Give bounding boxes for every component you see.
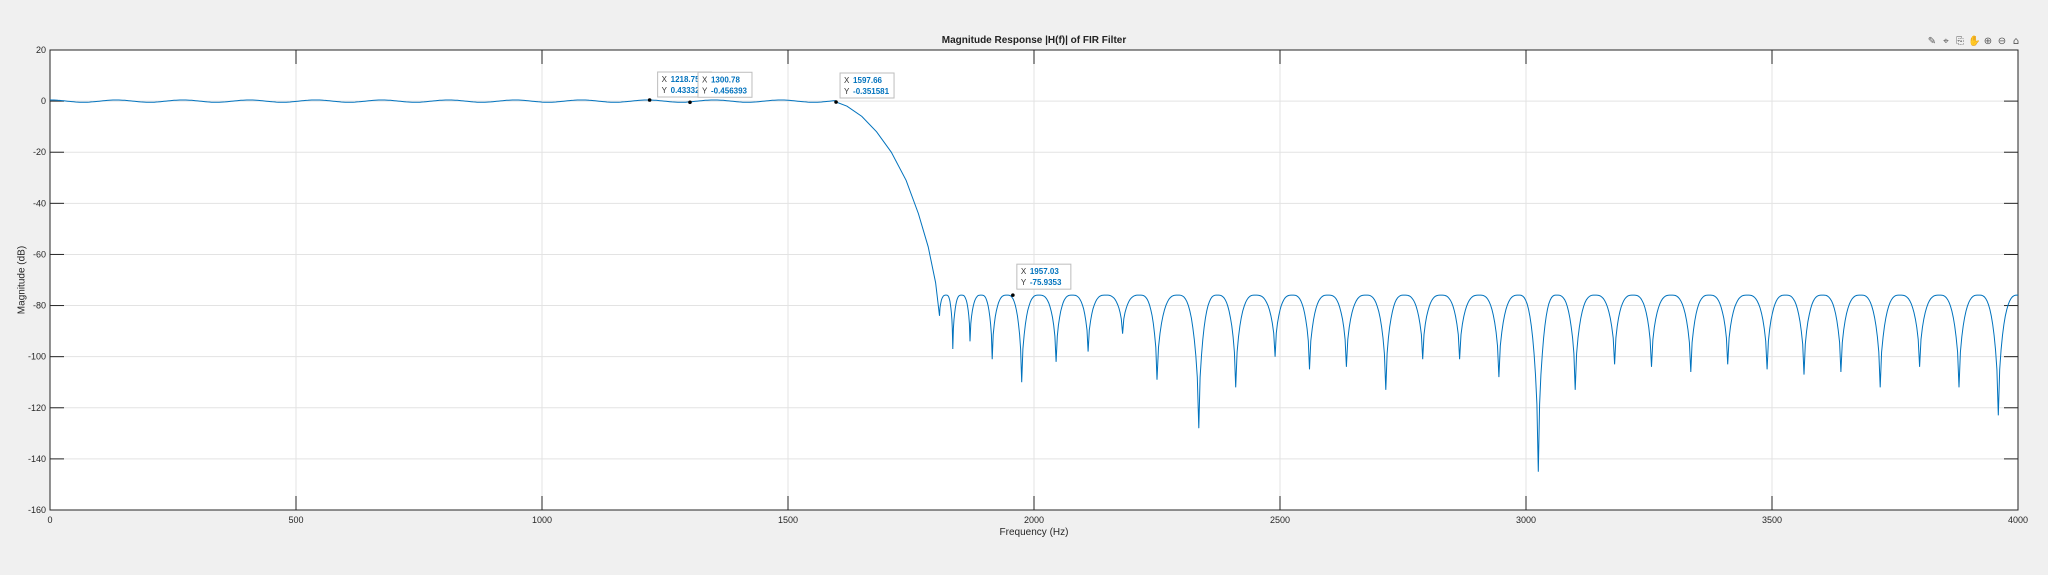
y-tick-label: -60 bbox=[33, 249, 46, 259]
datatip-y-label: Y bbox=[702, 86, 708, 95]
datatip-box bbox=[697, 71, 753, 98]
x-tick-label: 2500 bbox=[1270, 515, 1290, 525]
x-tick-label: 3000 bbox=[1516, 515, 1536, 525]
axes-box bbox=[49, 49, 2019, 511]
x-tick-label: 0 bbox=[47, 515, 52, 525]
datatip-y-label: Y bbox=[662, 86, 668, 95]
zoom-out-icon[interactable]: ⊖ bbox=[1997, 36, 2007, 47]
y-tick-label: 20 bbox=[36, 45, 46, 55]
brush-icon[interactable]: ✎ bbox=[1927, 36, 1937, 47]
y-tick-label: -20 bbox=[33, 147, 46, 157]
y-tick-label: -80 bbox=[33, 301, 46, 311]
zoom-in-icon[interactable]: ⊕ bbox=[1983, 36, 1993, 47]
datatip-box bbox=[1016, 263, 1072, 290]
pan-icon[interactable]: ✋ bbox=[1968, 36, 1981, 47]
y-tick-label: 0 bbox=[41, 96, 46, 106]
export-icon[interactable]: ⎘ bbox=[1956, 36, 1964, 47]
datatip-x-value: 1957.03 bbox=[1030, 267, 1059, 276]
x-tick-label: 500 bbox=[288, 515, 303, 525]
x-tick-label: 2000 bbox=[1024, 515, 1044, 525]
datatip-marker bbox=[834, 100, 838, 104]
y-tick-label: -140 bbox=[28, 454, 46, 464]
x-tick-label: 4000 bbox=[2008, 515, 2028, 525]
y-tick-label: -100 bbox=[28, 352, 46, 362]
y-tick-label: -40 bbox=[33, 198, 46, 208]
y-tick-label: -120 bbox=[28, 403, 46, 413]
datatip-y-label: Y bbox=[1021, 278, 1027, 287]
datatip-y-value: -0.456393 bbox=[711, 86, 748, 95]
datatip-marker bbox=[647, 98, 652, 102]
figure-toolbar: ✎ ⌖ ⎘ ✋ ⊕ ⊖ ⌂ bbox=[1926, 36, 2022, 48]
y-tick-label: -160 bbox=[28, 505, 46, 515]
datatip-marker bbox=[688, 100, 692, 105]
datatip-marker bbox=[1011, 293, 1015, 297]
datatip-x-value: 1218.75 bbox=[671, 75, 700, 84]
x-tick-label: 1000 bbox=[532, 515, 552, 525]
datatip-x-label: X bbox=[702, 75, 708, 84]
chart-title: Magnitude Response |H(f)| of FIR Filter bbox=[941, 35, 1127, 46]
x-tick-label: 1500 bbox=[778, 515, 798, 525]
datatip-x-label: X bbox=[1021, 267, 1027, 276]
datatip-x-value: 1300.78 bbox=[711, 75, 740, 84]
datatip-x-label: X bbox=[844, 76, 850, 85]
datatip-x-value: 1597.66 bbox=[853, 76, 882, 85]
datatip-box bbox=[839, 72, 895, 99]
datatip-y-value: 0.433322 bbox=[671, 86, 705, 95]
datatip-icon[interactable]: ⌖ bbox=[1943, 36, 1949, 47]
x-axis-label: Frequency (Hz) bbox=[999, 527, 1069, 538]
datatip-y-value: -0.351581 bbox=[853, 87, 890, 96]
magnitude-response-line bbox=[50, 99, 2018, 472]
datatip-x-label: X bbox=[662, 75, 668, 84]
x-tick-label: 3500 bbox=[1762, 515, 1782, 525]
home-icon[interactable]: ⌂ bbox=[2012, 36, 2020, 47]
datatip-y-label: Y bbox=[844, 87, 850, 96]
datatip-y-value: -75.9353 bbox=[1030, 278, 1062, 287]
